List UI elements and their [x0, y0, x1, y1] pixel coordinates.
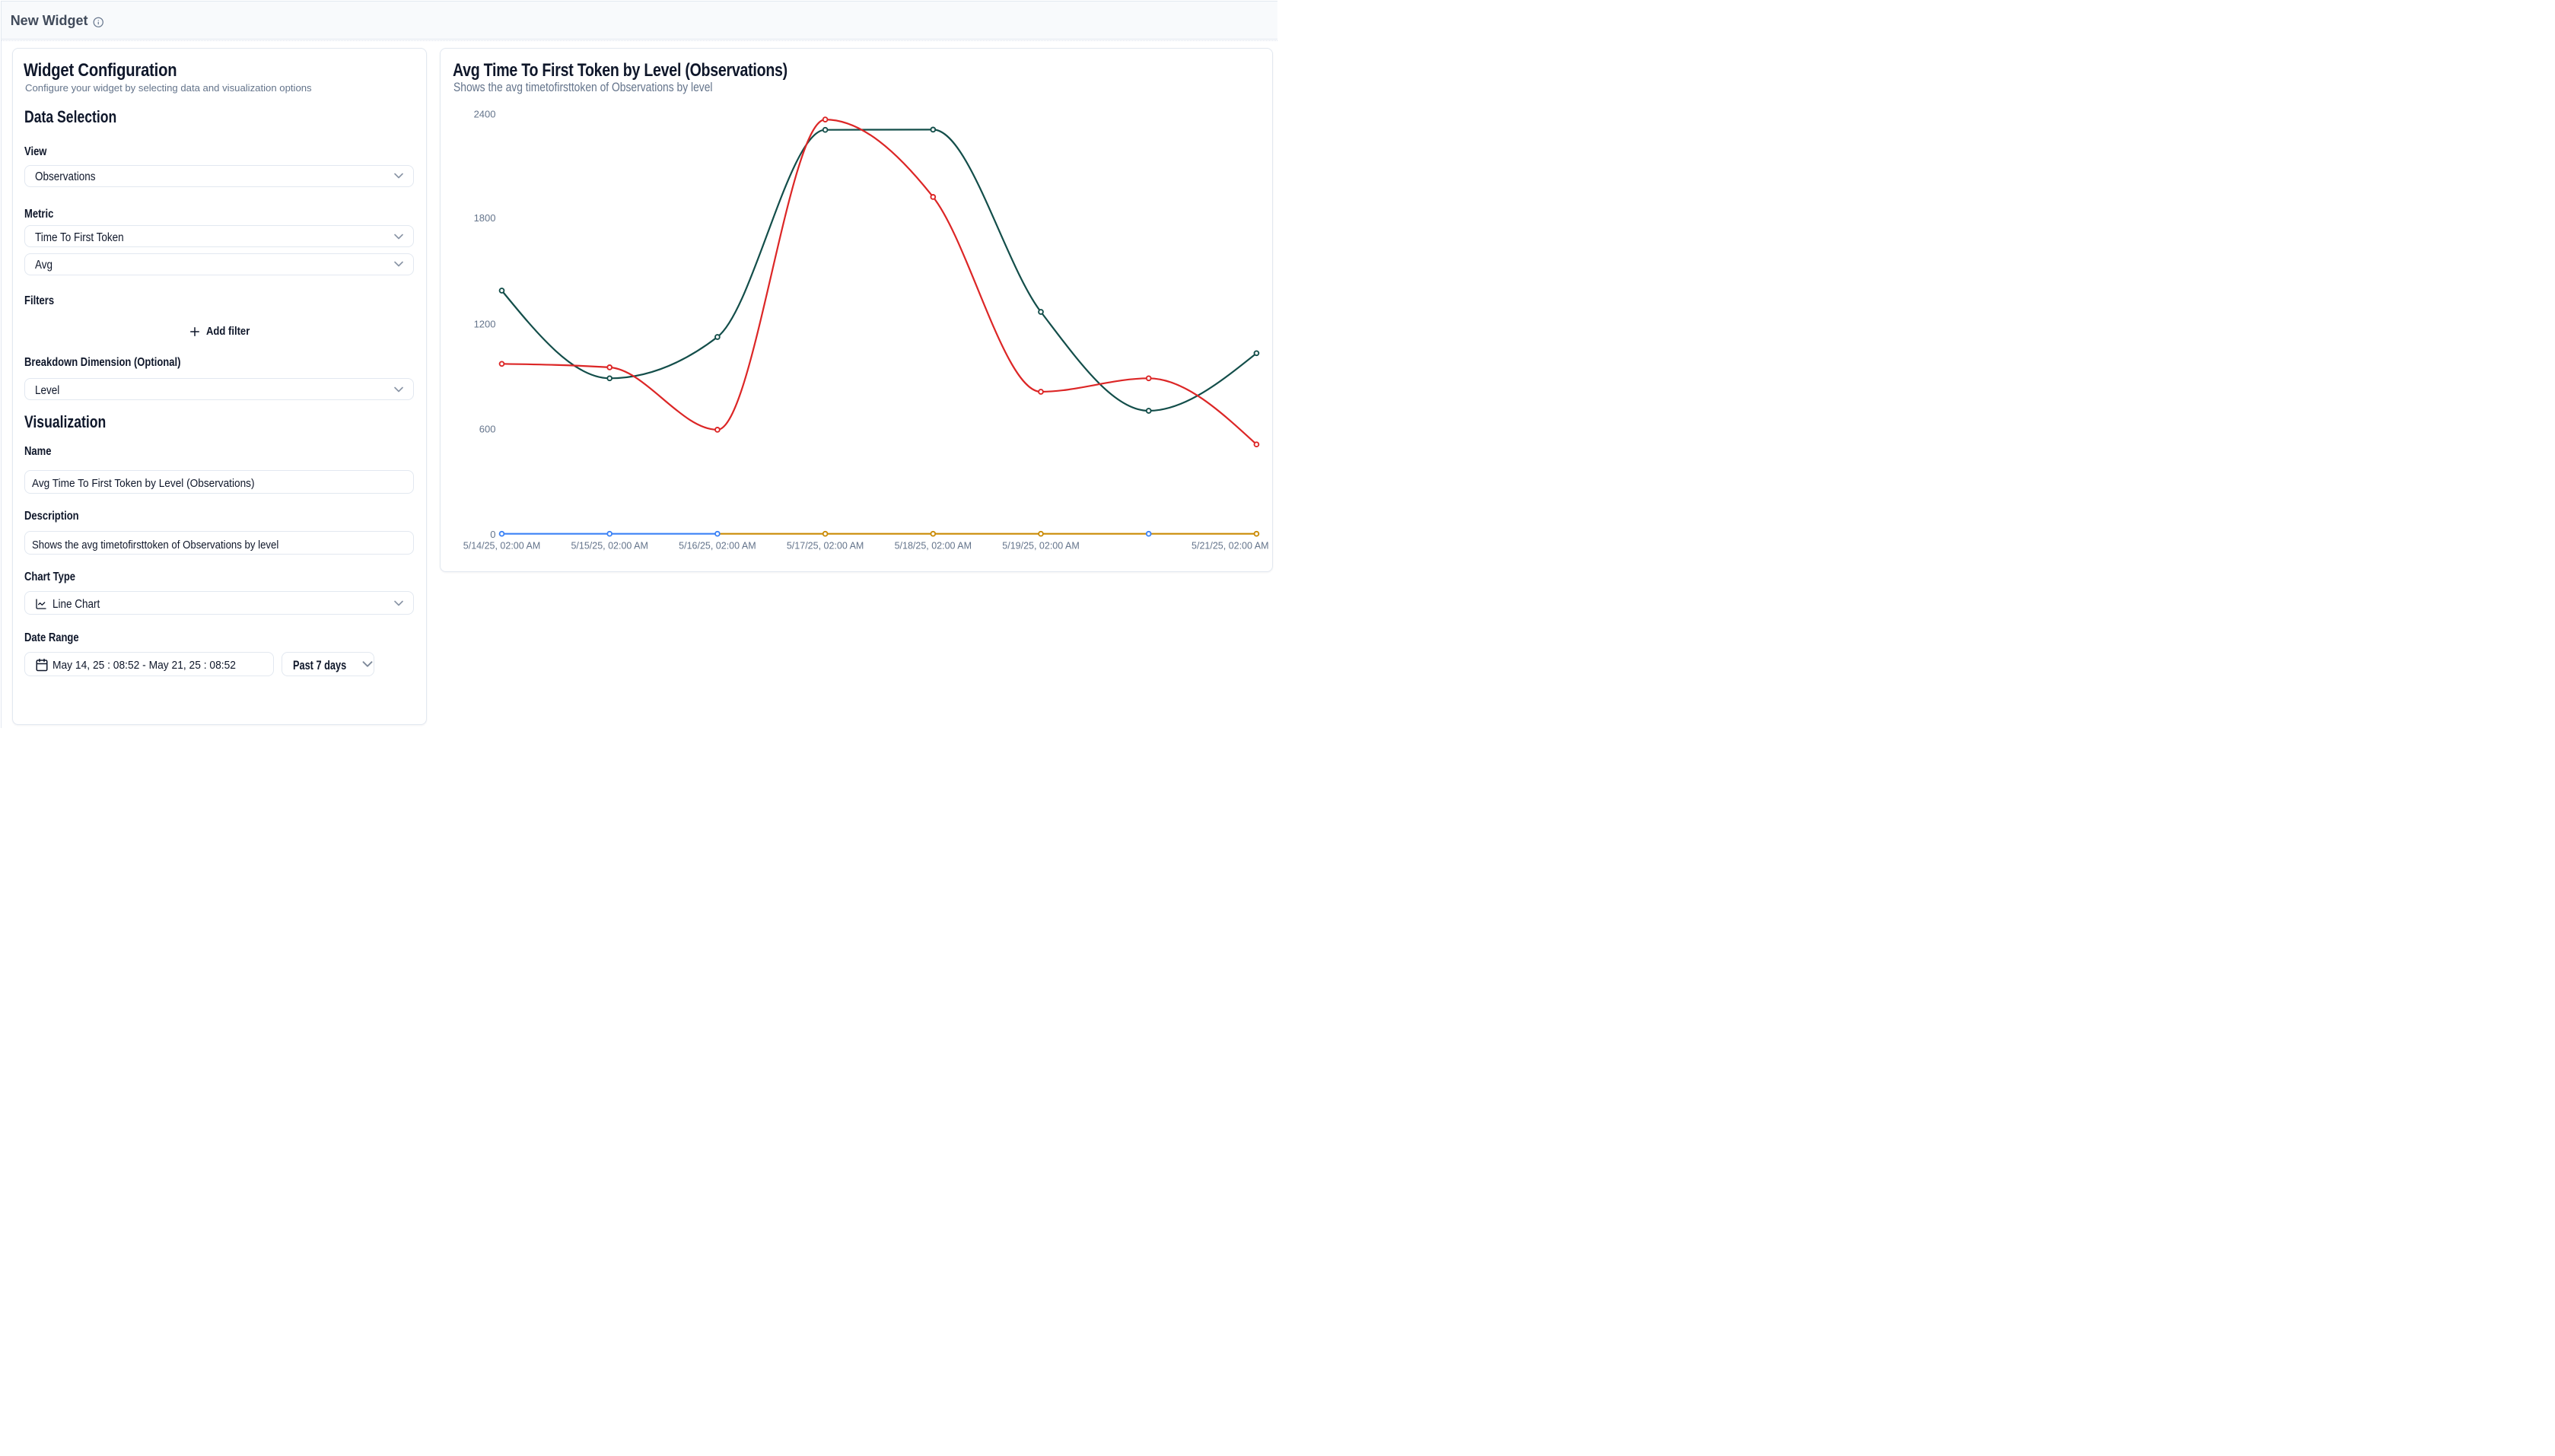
svg-text:5/14/25, 02:00 AM: 5/14/25, 02:00 AM [463, 540, 540, 551]
svg-text:5/16/25, 02:00 AM: 5/16/25, 02:00 AM [679, 540, 756, 551]
svg-text:5/15/25, 02:00 AM: 5/15/25, 02:00 AM [571, 540, 648, 551]
svg-text:5/17/25, 02:00 AM: 5/17/25, 02:00 AM [787, 540, 864, 551]
svg-text:600: 600 [479, 424, 496, 435]
svg-text:5/21/25, 02:00 AM: 5/21/25, 02:00 AM [1192, 540, 1268, 551]
svg-text:0: 0 [490, 529, 495, 540]
svg-text:5/18/25, 02:00 AM: 5/18/25, 02:00 AM [895, 540, 972, 551]
svg-text:2400: 2400 [474, 108, 496, 119]
svg-text:1800: 1800 [474, 212, 496, 224]
svg-text:1200: 1200 [474, 318, 496, 329]
svg-text:5/19/25, 02:00 AM: 5/19/25, 02:00 AM [1002, 540, 1079, 551]
